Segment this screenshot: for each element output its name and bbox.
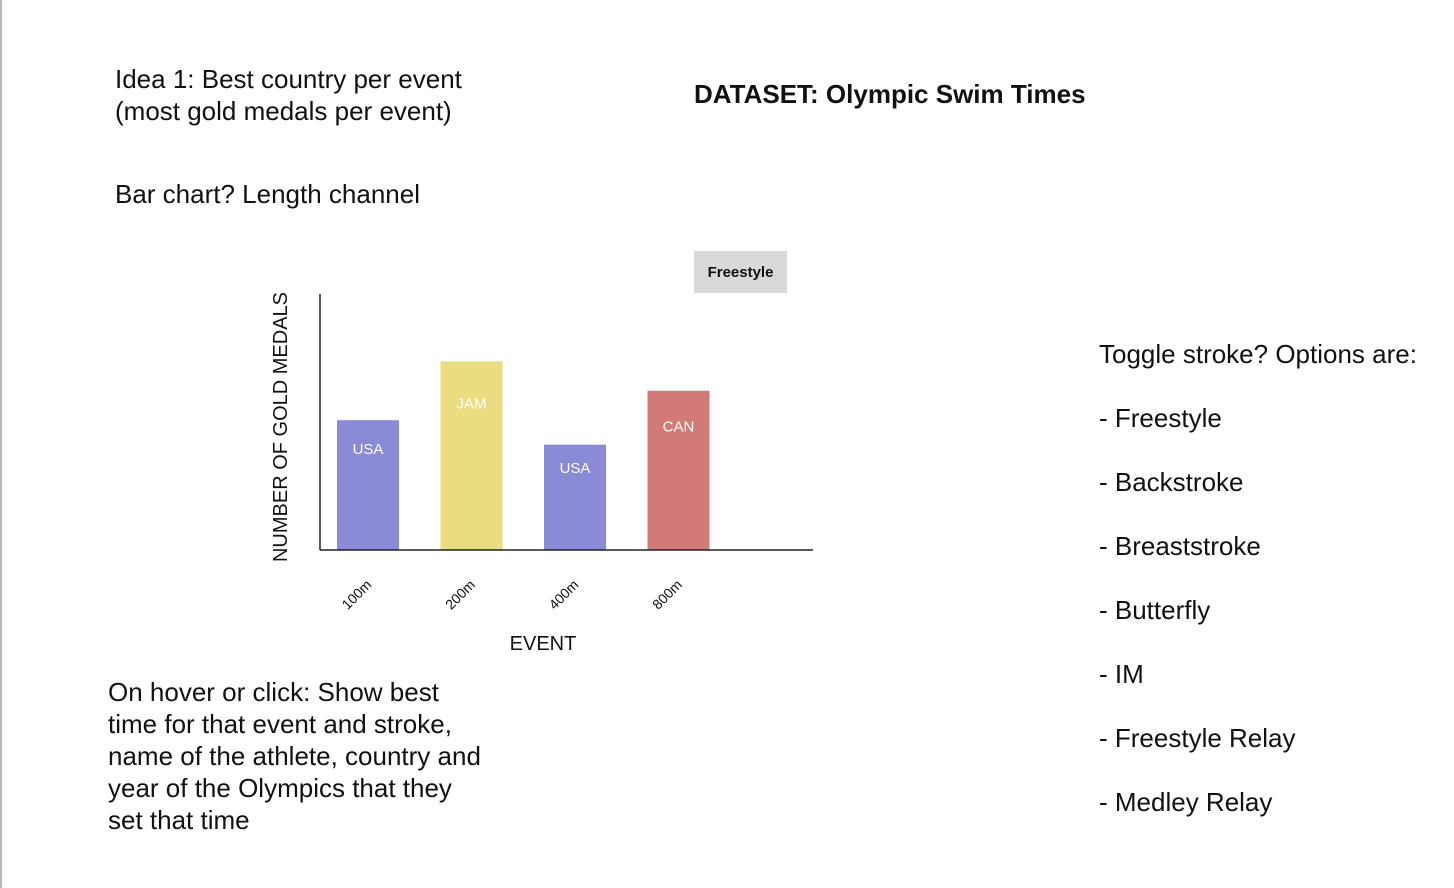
- x-tick-label: 100m: [338, 576, 374, 612]
- bar-400m[interactable]: [544, 444, 606, 550]
- stroke-option-item: - Freestyle Relay: [1099, 723, 1296, 753]
- bar-country-label: USA: [353, 441, 384, 458]
- bar-country-label: USA: [560, 460, 591, 477]
- canvas-left-border: [0, 0, 2, 888]
- bar-country-label: JAM: [457, 396, 487, 413]
- x-tick-label: 400m: [545, 576, 581, 612]
- stroke-options-note: Toggle stroke? Options are: - Freestyle …: [1099, 306, 1419, 850]
- x-axis-label: EVENT: [510, 633, 577, 655]
- stroke-toggle-button[interactable]: Freestyle: [694, 251, 787, 293]
- y-axis-label: NUMBER OF GOLD MEDALS: [270, 292, 292, 562]
- stroke-option-item: - Backstroke: [1099, 467, 1244, 497]
- idea-note: Idea 1: Best country per event (most gol…: [115, 64, 462, 126]
- stroke-option-item: - IM: [1099, 659, 1144, 689]
- x-tick-label: 200m: [442, 576, 478, 612]
- stroke-option-item: - Breaststroke: [1099, 531, 1261, 561]
- x-tick-label: 800m: [649, 576, 685, 612]
- chart-type-note: Bar chart? Length channel: [115, 179, 420, 209]
- bar-800m[interactable]: [647, 390, 710, 550]
- dataset-title: DATASET: Olympic Swim Times: [694, 79, 1086, 109]
- bars-layer: USA JAM USA CAN: [337, 361, 710, 550]
- bar-country-label: CAN: [663, 418, 695, 435]
- stroke-option-item: - Medley Relay: [1099, 787, 1273, 817]
- stroke-options-heading: Toggle stroke? Options are:: [1099, 339, 1417, 369]
- x-tick-labels: 100m 200m 400m 800m: [338, 576, 685, 612]
- stroke-option-item: - Butterfly: [1099, 595, 1211, 625]
- hover-interaction-note: On hover or click: Show best time for th…: [108, 677, 481, 835]
- bar-200m[interactable]: [440, 361, 503, 550]
- stroke-option-item: - Freestyle: [1099, 403, 1222, 433]
- bar-100m[interactable]: [337, 420, 399, 550]
